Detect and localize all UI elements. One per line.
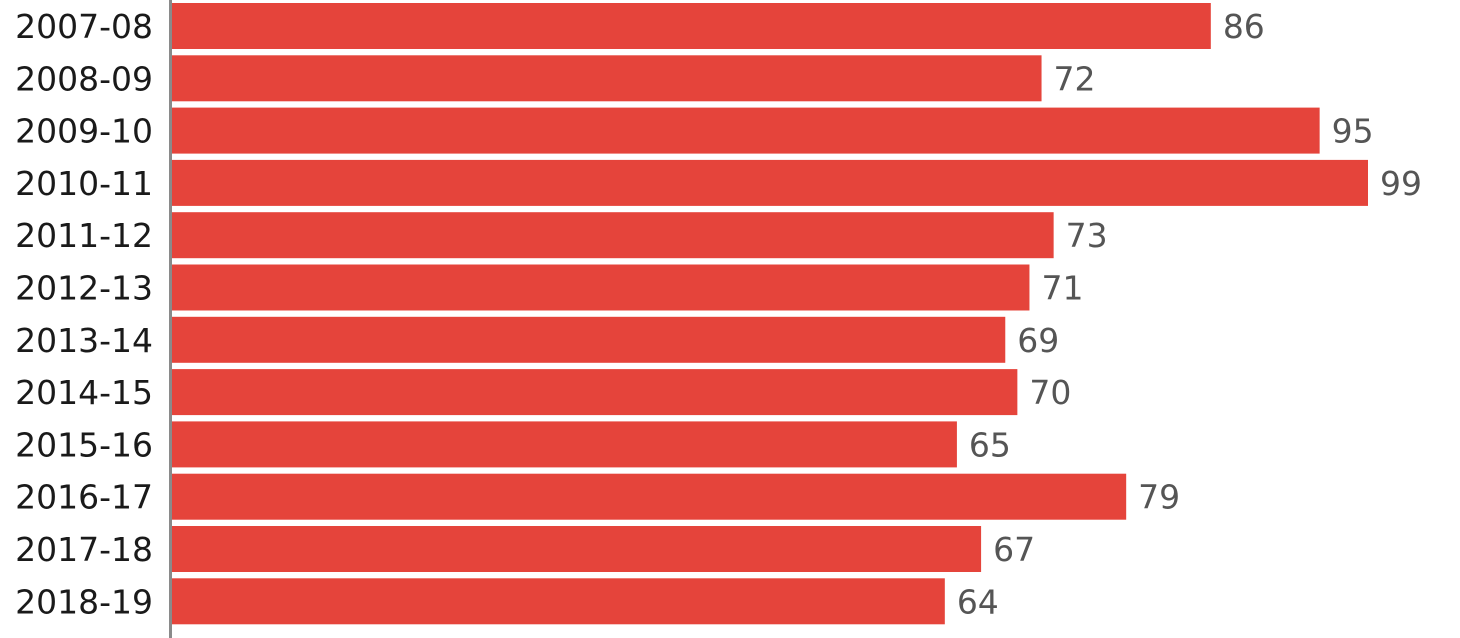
value-label: 70 <box>1029 373 1071 412</box>
bar-2009-10 <box>171 107 1320 154</box>
category-label: 2013-14 <box>15 321 153 360</box>
value-label: 95 <box>1332 112 1374 151</box>
category-labels: 2007-08 2008-09 2009-10 2010-11 2011-12 2012-… <box>15 7 153 621</box>
bar-2015-16 <box>171 421 957 468</box>
value-label: 67 <box>993 530 1035 569</box>
bar-2017-18 <box>171 526 982 572</box>
value-label: 99 <box>1380 164 1422 203</box>
category-label: 2009-10 <box>15 112 153 151</box>
bar-2010-11 <box>171 159 1368 206</box>
category-label: 2010-11 <box>15 164 153 203</box>
category-label: 2008-09 <box>15 59 153 98</box>
category-label: 2012-13 <box>15 269 153 308</box>
category-label: 2017-18 <box>15 530 153 569</box>
bar-2008-09 <box>171 55 1042 102</box>
category-label: 2018-19 <box>15 582 153 621</box>
value-label: 71 <box>1041 269 1083 308</box>
bar-2016-17 <box>171 473 1127 520</box>
bars-group <box>171 3 1368 625</box>
bar-2011-12 <box>171 212 1054 259</box>
value-label: 65 <box>969 425 1011 464</box>
category-label: 2007-08 <box>15 7 153 46</box>
bar-2013-14 <box>171 316 1006 363</box>
value-label: 69 <box>1017 321 1059 360</box>
category-label: 2014-15 <box>15 373 153 412</box>
value-label: 73 <box>1066 216 1108 255</box>
category-label: 2011-12 <box>15 216 153 255</box>
value-label: 86 <box>1223 7 1265 46</box>
value-label: 72 <box>1054 59 1096 98</box>
bar-2014-15 <box>171 369 1018 416</box>
value-label: 64 <box>957 582 999 621</box>
bar-2018-19 <box>171 578 945 625</box>
category-label: 2015-16 <box>15 425 153 464</box>
category-label: 2016-17 <box>15 478 153 517</box>
bar-2007-08 <box>171 3 1211 49</box>
value-label: 79 <box>1138 478 1180 517</box>
bar-2012-13 <box>171 264 1030 311</box>
